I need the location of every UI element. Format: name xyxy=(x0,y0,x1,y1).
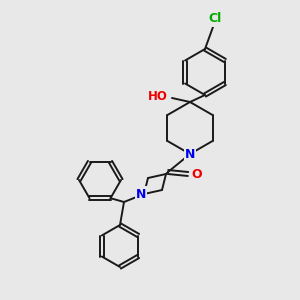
Text: N: N xyxy=(136,188,146,200)
Text: O: O xyxy=(192,167,202,181)
Text: Cl: Cl xyxy=(208,13,222,26)
Text: N: N xyxy=(185,148,195,160)
Text: HO: HO xyxy=(148,91,168,103)
